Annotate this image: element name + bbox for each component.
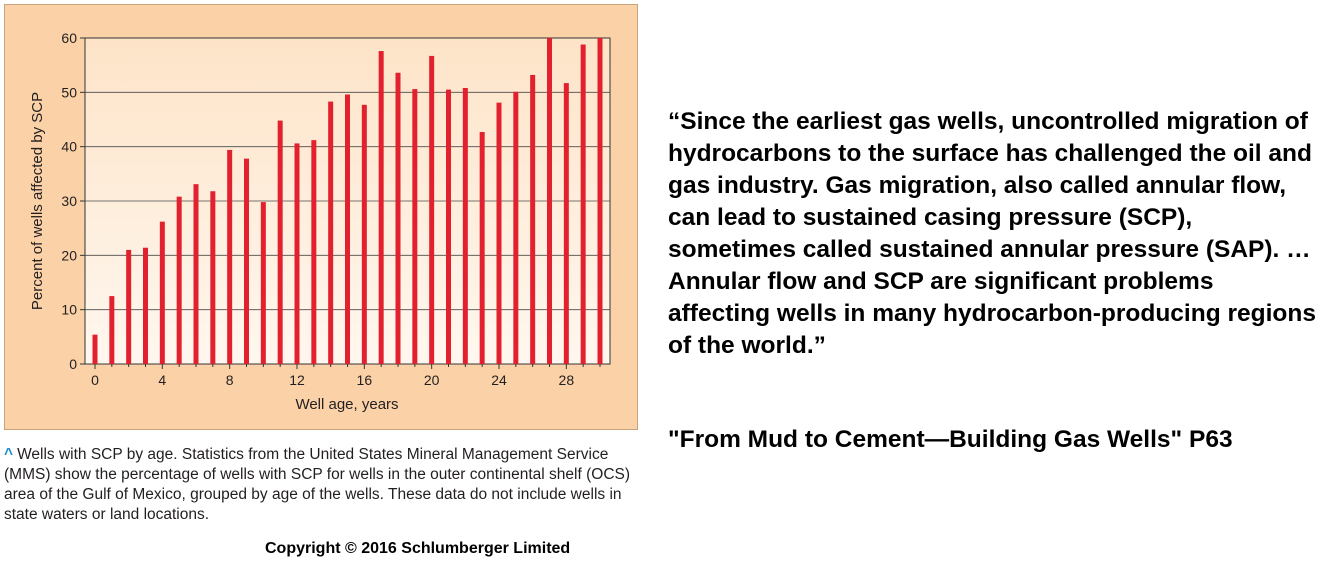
x-tick-label: 20 <box>424 372 440 388</box>
x-tick-label: 4 <box>158 372 166 388</box>
bar <box>311 140 317 364</box>
quote-source: "From Mud to Cement—Building Gas Wells" … <box>668 426 1233 453</box>
bar <box>496 102 502 364</box>
bar <box>513 91 519 364</box>
bar <box>479 131 485 364</box>
bar <box>580 44 586 365</box>
bar <box>395 72 401 365</box>
y-tick-label: 30 <box>61 193 77 209</box>
bars <box>92 38 603 365</box>
y-axis-ticks: 0 10 20 30 40 50 60 <box>61 30 85 372</box>
x-tick-label: 28 <box>559 372 575 388</box>
bar <box>210 191 216 364</box>
x-tick-label: 24 <box>491 372 507 388</box>
bar <box>345 94 350 365</box>
figure-caption: ^ Wells with SCP by age. Statistics from … <box>4 445 644 525</box>
bar <box>328 101 334 364</box>
quote-text: “Since the earliest gas wells, uncontrol… <box>668 108 1316 359</box>
y-tick-label: 20 <box>61 247 77 263</box>
bar <box>277 120 283 364</box>
bar <box>143 247 148 364</box>
bar <box>446 89 451 364</box>
caption-text: Wells with SCP by age. Statistics from t… <box>4 446 631 523</box>
x-tick-label: 16 <box>357 372 373 388</box>
y-axis-label: Percent of wells affected by SCP <box>29 92 46 310</box>
bar <box>92 334 98 364</box>
y-tick-label: 40 <box>61 139 77 155</box>
bar <box>109 296 115 364</box>
copyright-notice: Copyright © 2016 Schlumberger Limited <box>265 540 571 557</box>
bar <box>547 38 552 364</box>
x-tick-label: 12 <box>289 372 305 388</box>
y-tick-label: 10 <box>61 302 77 318</box>
y-tick-label: 50 <box>61 84 77 100</box>
y-tick-label: 0 <box>69 356 77 372</box>
bar <box>361 104 367 364</box>
bar <box>176 196 182 364</box>
bar <box>378 51 384 364</box>
scp-bar-chart: 0 10 20 30 40 50 60 0 4 8 12 16 20 24 28 Well age, ye… <box>29 30 611 413</box>
bar <box>412 89 418 364</box>
bar <box>429 55 435 365</box>
bar <box>563 83 569 364</box>
bar <box>530 74 536 365</box>
bar <box>294 143 300 364</box>
bar <box>126 249 132 364</box>
bar <box>193 184 199 364</box>
bar <box>462 87 468 364</box>
bar <box>244 158 249 364</box>
bar <box>227 149 233 364</box>
x-axis-ticks: 0 4 8 12 16 20 24 28 <box>91 364 601 388</box>
x-tick-label: 8 <box>226 372 234 388</box>
chart-panel: 0 10 20 30 40 50 60 0 4 8 12 16 20 24 28 Well age, ye… <box>4 4 638 430</box>
x-tick-label: 0 <box>91 372 99 388</box>
y-tick-label: 60 <box>61 30 77 46</box>
bar <box>597 38 603 364</box>
bar <box>260 202 266 364</box>
bar <box>159 221 165 364</box>
caret-icon: ^ <box>4 446 14 463</box>
x-axis-label: Well age, years <box>295 396 398 413</box>
